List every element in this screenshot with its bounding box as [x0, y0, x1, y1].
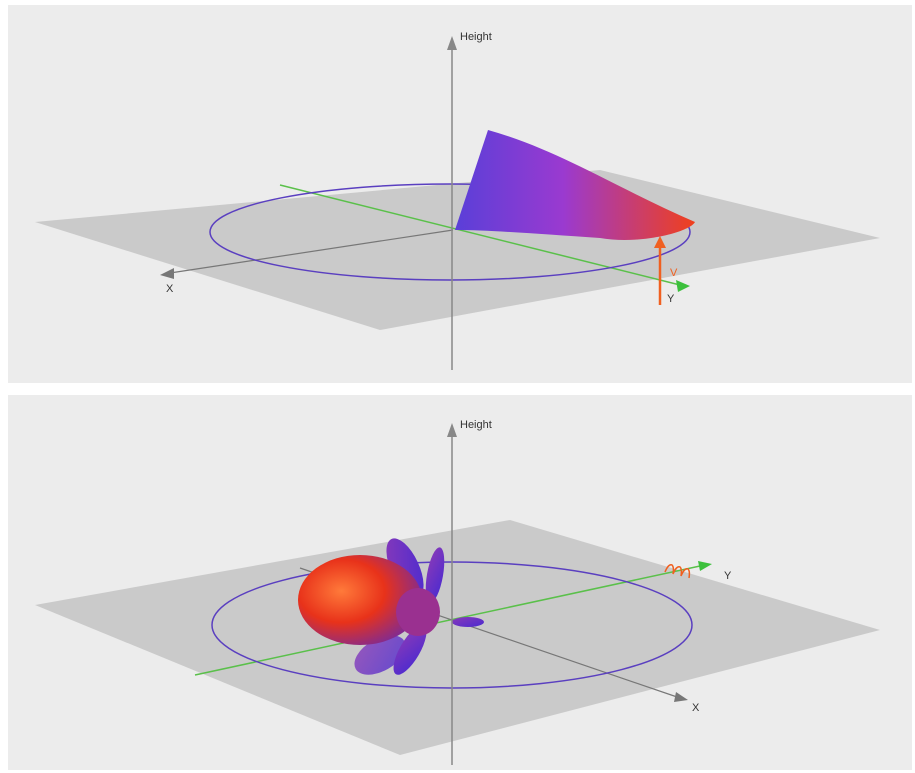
main-lobe-neck	[396, 588, 440, 636]
axis-label: X	[692, 702, 700, 714]
axis-label: Y	[667, 293, 675, 305]
axis-label: Height	[460, 31, 492, 43]
panel: Height Y X	[8, 395, 912, 770]
side-lobe	[452, 617, 484, 627]
axis-label: Height	[460, 419, 492, 431]
axis-label: X	[166, 283, 174, 295]
panel: Height X V Y	[8, 5, 912, 383]
screenshot: Height X V Y Height Y X	[0, 0, 915, 773]
axis-label: Y	[724, 570, 732, 582]
axis-label: V	[670, 267, 678, 279]
